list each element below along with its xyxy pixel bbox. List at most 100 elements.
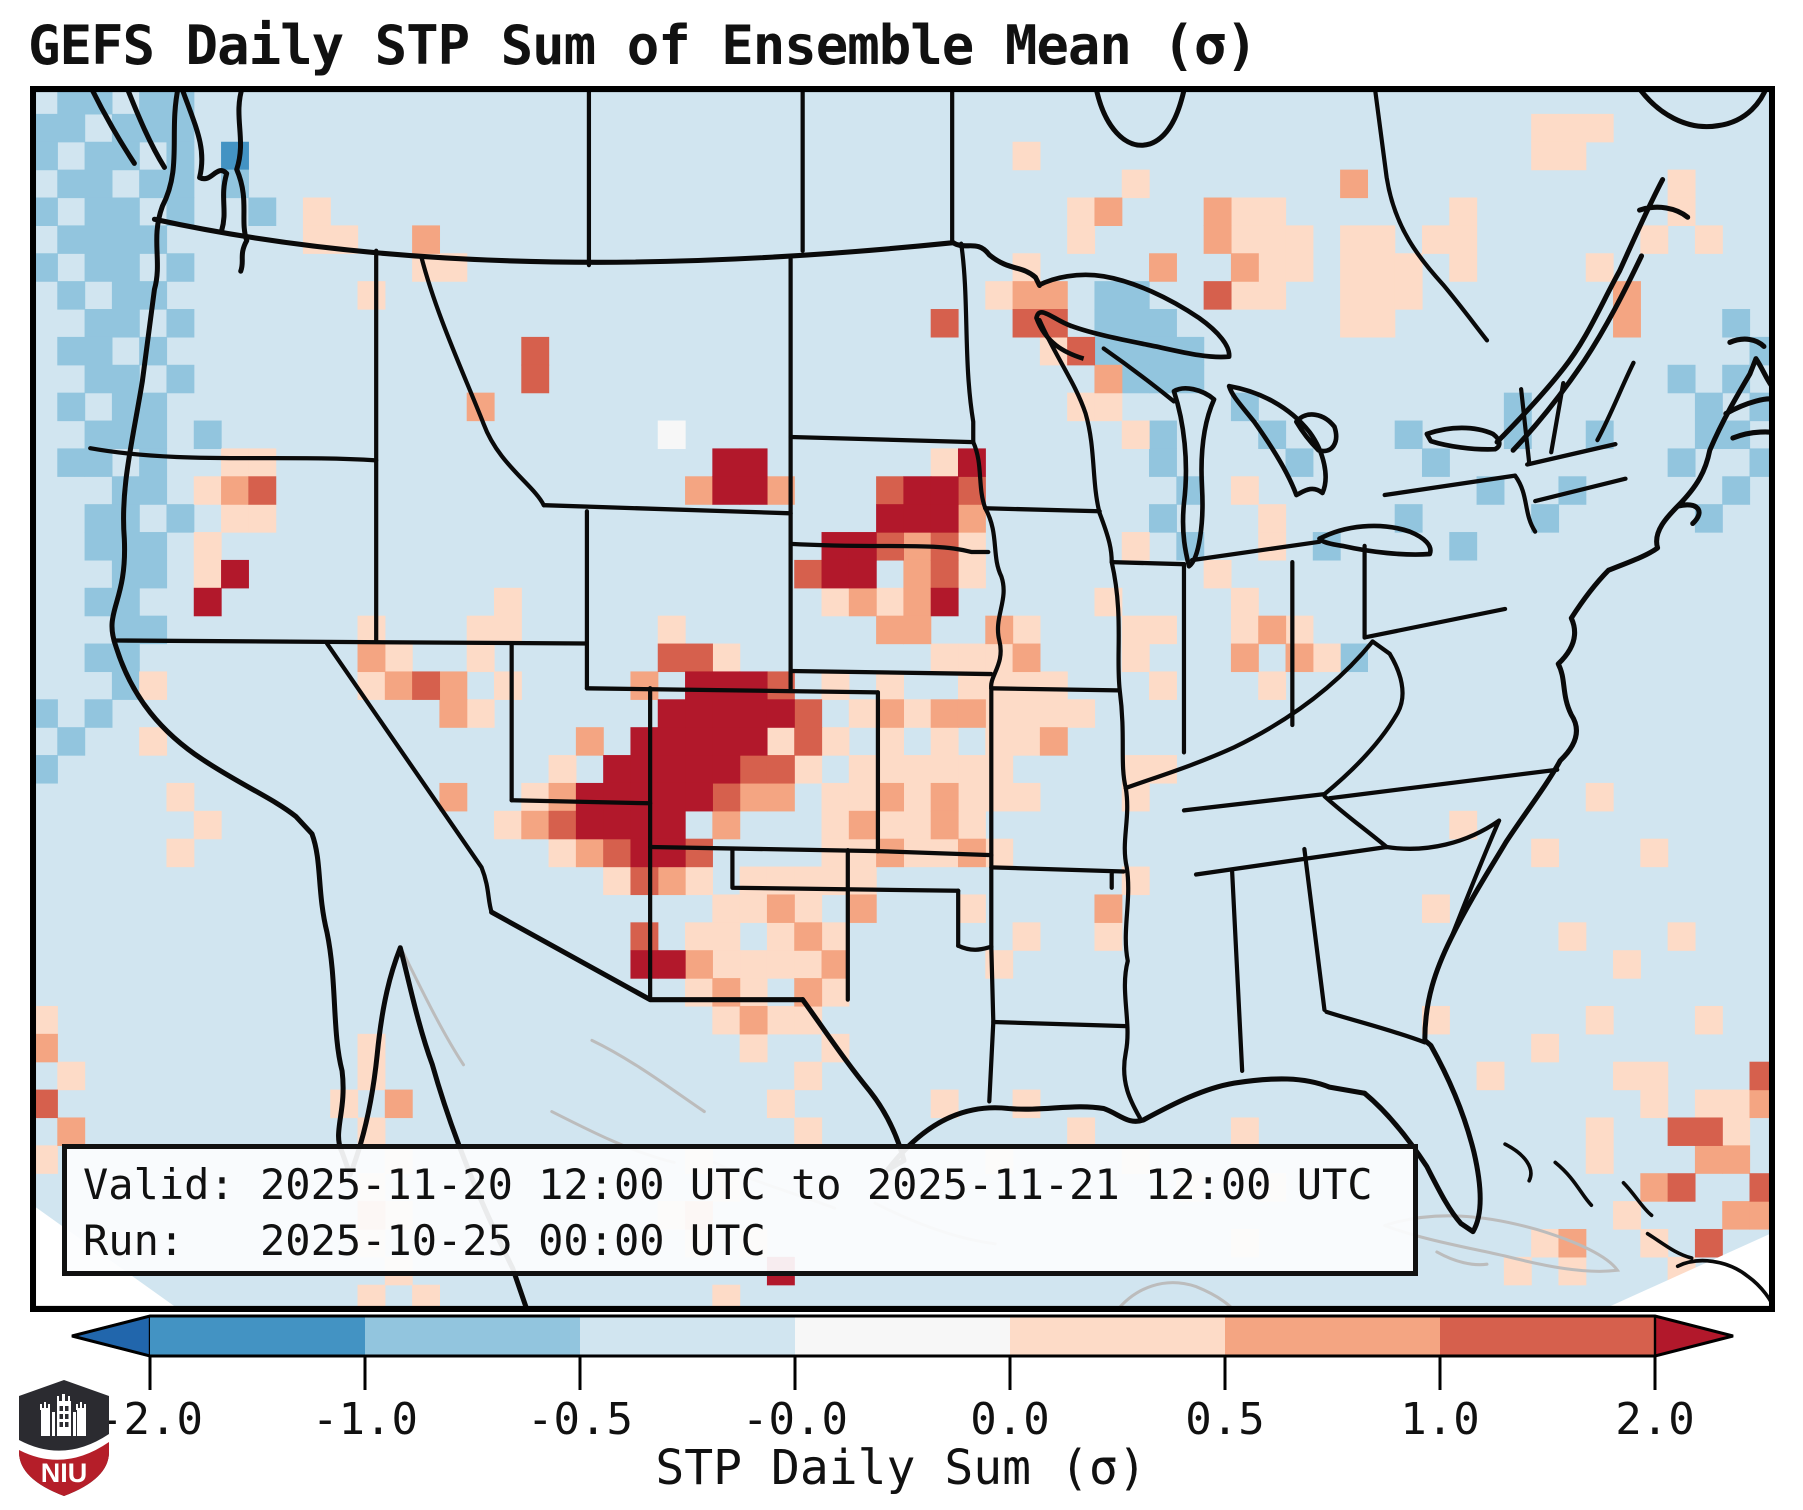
- heatmap-cell: [1121, 755, 1150, 784]
- heatmap-cell: [1694, 392, 1723, 422]
- heatmap-cell: [712, 643, 741, 673]
- heatmap-cell: [1258, 615, 1287, 645]
- heatmap-cell: [193, 420, 222, 450]
- heatmap-cell: [57, 113, 86, 143]
- heatmap-cell: [685, 699, 713, 728]
- heatmap-cells: [30, 86, 1775, 1312]
- heatmap-cell: [1367, 225, 1396, 254]
- heatmap-cell: [794, 727, 823, 756]
- heatmap-cell: [848, 755, 877, 784]
- heatmap-cell: [630, 671, 659, 700]
- heatmap-cell: [766, 950, 795, 979]
- heatmap-cell: [766, 755, 795, 784]
- heatmap-cell: [575, 838, 604, 868]
- heatmap-cell: [930, 755, 959, 784]
- heatmap-cell: [84, 420, 113, 450]
- heatmap-cell: [630, 782, 659, 812]
- heatmap-cell: [139, 392, 168, 422]
- heatmap-cell: [548, 755, 577, 784]
- heatmap-cell: [575, 810, 604, 840]
- heatmap-cell: [1640, 1089, 1669, 1119]
- heatmap-cell: [1640, 225, 1669, 254]
- heatmap-cell: [357, 281, 386, 310]
- colorbar-segment: [1653, 1314, 1734, 1358]
- heatmap-cell: [493, 615, 522, 645]
- lake-ontario: [1424, 425, 1502, 452]
- heatmap-cell: [1667, 364, 1696, 394]
- heatmap-cell: [166, 504, 195, 533]
- heatmap-cell: [685, 643, 713, 673]
- heatmap-cell: [193, 587, 222, 617]
- heatmap-cell: [1531, 838, 1560, 868]
- heatmap-cell: [712, 699, 741, 728]
- heatmap-cell: [1694, 225, 1723, 254]
- heatmap-cell: [1722, 1089, 1751, 1119]
- great-lakes: [1034, 272, 1502, 569]
- heatmap-cell: [1285, 225, 1314, 254]
- heatmap-cell: [903, 559, 932, 589]
- colorbar-segment: [795, 1316, 1011, 1356]
- heatmap-cell: [903, 782, 932, 812]
- heatmap-cell: [1585, 782, 1614, 812]
- heatmap-cell: [1094, 364, 1123, 394]
- heatmap-cell: [821, 671, 850, 700]
- heatmap-cell: [1476, 1061, 1505, 1091]
- heatmap-cell: [57, 1117, 86, 1146]
- heatmap-cell: [248, 476, 277, 505]
- heatmap-cell: [1012, 699, 1041, 728]
- heatmap-cell: [657, 866, 686, 896]
- florida-coast: [1362, 1037, 1483, 1235]
- heatmap-cell: [84, 169, 113, 199]
- heatmap-cell: [1531, 141, 1560, 171]
- colorbar-tick-label: -1.0: [312, 1394, 418, 1445]
- heatmap-cell: [193, 559, 222, 589]
- lake-michigan: [1171, 386, 1217, 569]
- heatmap-cell: [1012, 782, 1041, 812]
- colorbar-segment: [1225, 1316, 1441, 1356]
- heatmap-cell: [848, 699, 877, 728]
- heatmap-cell: [739, 866, 768, 896]
- heatmap-cell: [84, 336, 113, 366]
- heatmap-cell: [712, 950, 741, 979]
- heatmap-cell: [1531, 504, 1560, 533]
- heatmap-cell: [794, 978, 823, 1007]
- run-text: Run: 2025-10-25 00:00 UTC: [83, 1216, 766, 1265]
- heatmap-cell: [57, 448, 86, 477]
- heatmap-cell: [957, 755, 986, 784]
- heatmap-cell: [221, 559, 249, 589]
- heatmap-cell: [221, 504, 249, 533]
- heatmap-cell: [193, 810, 222, 840]
- heatmap-cell: [794, 699, 823, 728]
- colorbar-canvas: -2.0 -1.0 -0.5 -0.0 0.0 0.5 1.0 2.0 STP Daily S…: [71, 1314, 1734, 1496]
- heatmap-cell: [685, 866, 713, 896]
- heatmap-cell: [1667, 1117, 1696, 1146]
- heatmap-cell: [739, 978, 768, 1007]
- heatmap-cell: [57, 281, 86, 310]
- heatmap-cell: [1585, 1005, 1614, 1035]
- heatmap-cell: [493, 810, 522, 840]
- heatmap-cell: [685, 727, 713, 756]
- heatmap-cell: [248, 504, 277, 533]
- heatmap-cell: [766, 1005, 795, 1035]
- heatmap-cell: [766, 922, 795, 951]
- heatmap-cell: [466, 699, 495, 728]
- heatmap-cell: [1039, 727, 1068, 756]
- heatmap-cell: [930, 643, 959, 673]
- heatmap-cell: [903, 476, 932, 505]
- heatmap-cell: [630, 950, 659, 979]
- heatmap-cell: [766, 782, 795, 812]
- heatmap-cell: [930, 782, 959, 812]
- heatmap-cell: [1230, 643, 1259, 673]
- heatmap-cell: [193, 476, 222, 505]
- heatmap-cell: [1258, 504, 1287, 533]
- heatmap-cell: [766, 866, 795, 896]
- heatmap-cell: [794, 1061, 823, 1091]
- heatmap-cell: [630, 727, 659, 756]
- heatmap-cell: [1722, 1117, 1751, 1146]
- heatmap-cell: [985, 281, 1014, 310]
- heatmap-cell: [1230, 476, 1259, 505]
- heatmap-cell: [1039, 281, 1068, 310]
- heatmap-cell: [1340, 253, 1369, 282]
- heatmap-cell: [1149, 253, 1177, 282]
- heatmap-cell: [712, 810, 741, 840]
